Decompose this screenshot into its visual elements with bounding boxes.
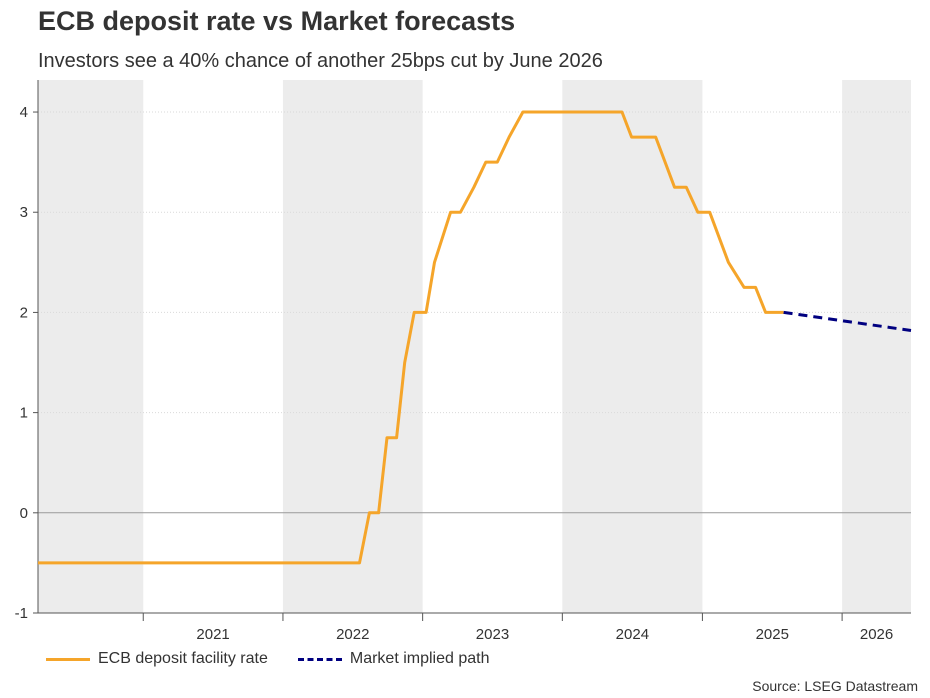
source-note: Source: LSEG Datastream	[752, 678, 918, 694]
market-path-line	[783, 310, 912, 332]
legend-label-ecb: ECB deposit facility rate	[98, 650, 268, 667]
legend-swatch-ecb	[46, 657, 90, 661]
legend-item-market: Market implied path	[297, 650, 490, 668]
x-tick-label: 2025	[756, 626, 789, 643]
shaded-band-2026	[842, 80, 911, 613]
legend-label-market: Market implied path	[349, 650, 490, 667]
x-tick-label: 2024	[616, 626, 649, 643]
legend-swatch-market	[297, 657, 342, 661]
chart-title: ECB deposit rate vs Market forecasts	[38, 6, 516, 36]
y-tick-label: 2	[20, 304, 28, 321]
y-tick-label: -1	[15, 605, 28, 622]
y-tick-label: 3	[20, 204, 28, 221]
x-tick-label: 2021	[196, 626, 229, 643]
year-shading	[38, 80, 911, 613]
shaded-band-2024	[562, 80, 703, 613]
gridlines	[38, 111, 911, 514]
legend-item-ecb: ECB deposit facility rate	[46, 650, 268, 668]
axes: -1 0 1 2 3 4 2021 2022 2023 2024 2025 2026	[15, 80, 911, 643]
ecb-rate-line	[38, 110, 784, 565]
x-tick-label: 2026	[860, 626, 893, 643]
x-tick-label: 2022	[336, 626, 369, 643]
legend: ECB deposit facility rate Market implied…	[46, 650, 519, 668]
x-tick-label: 2023	[476, 626, 509, 643]
series-lines	[38, 110, 912, 565]
y-tick-label: 4	[20, 104, 28, 121]
y-tick-label: 0	[20, 505, 28, 522]
shaded-band-2022	[282, 80, 423, 613]
y-tick-label: 1	[20, 405, 28, 422]
chart-subtitle: Investors see a 40% chance of another 25…	[38, 50, 603, 72]
shaded-band-2020	[38, 80, 144, 613]
